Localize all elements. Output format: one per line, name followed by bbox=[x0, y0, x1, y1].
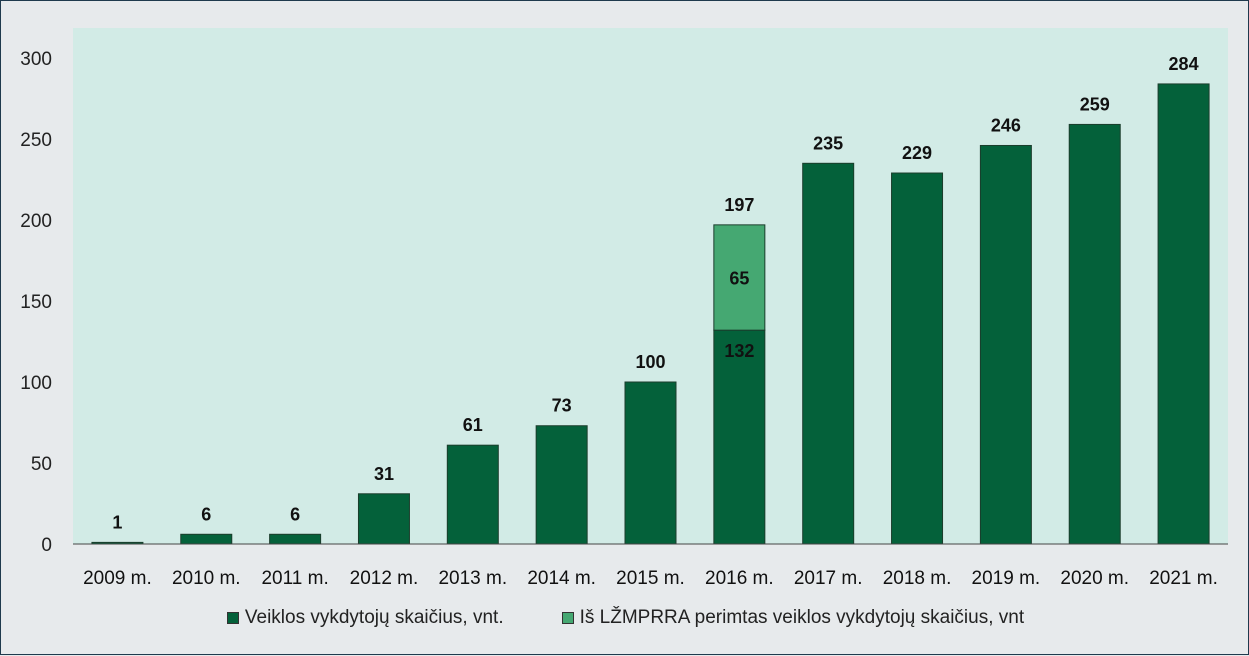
x-tick-label: 2016 m. bbox=[705, 568, 774, 589]
bar-veiklos bbox=[891, 172, 944, 545]
x-tick-label: 2012 m. bbox=[350, 568, 419, 589]
bar-veiklos bbox=[446, 444, 499, 545]
x-axis: 2009 m. 2010 m. 2011 m. 2012 m. 2013 m. 2014 … bbox=[83, 568, 1218, 589]
data-label-veiklos: 132 bbox=[724, 341, 754, 361]
x-tick-label: 2019 m. bbox=[972, 568, 1041, 589]
data-label-total: 31 bbox=[374, 464, 394, 484]
legend-label-veiklos: Veiklos vykdytojų skaičius, vnt. bbox=[244, 607, 504, 628]
x-tick-label: 2013 m. bbox=[438, 568, 507, 589]
legend-swatch-perimtas bbox=[561, 612, 574, 624]
data-label-total: 284 bbox=[1169, 54, 1199, 74]
x-tick-label: 2011 m. bbox=[261, 568, 328, 589]
legend-label-perimtas: Iš LŽMPRRA perimtas veiklos vykdytojų sk… bbox=[579, 607, 1025, 628]
bar-veiklos bbox=[1068, 123, 1121, 545]
y-axis: 0 50 100 150 200 250 300 bbox=[20, 49, 52, 556]
bar-veiklos bbox=[180, 533, 233, 545]
bar-veiklos bbox=[357, 493, 410, 545]
data-labels: 1 6 6 31 61 73 100 132 65 197 235 229 246 259 284 bbox=[112, 54, 1198, 532]
bars bbox=[91, 83, 1210, 545]
data-label-perimtas: 65 bbox=[729, 269, 749, 289]
data-label-total: 1 bbox=[112, 512, 122, 532]
bar-veiklos bbox=[624, 381, 677, 545]
data-label-total: 61 bbox=[463, 415, 483, 435]
data-label-total: 6 bbox=[290, 504, 300, 524]
data-label-total: 6 bbox=[201, 504, 211, 524]
legend-item-perimtas: Iš LŽMPRRA perimtas veiklos vykdytojų sk… bbox=[561, 607, 1025, 629]
y-tick-label: 150 bbox=[20, 292, 52, 313]
y-tick-label: 300 bbox=[20, 49, 52, 70]
x-tick-label: 2021 m. bbox=[1149, 568, 1218, 589]
bar-perimtas bbox=[713, 224, 766, 331]
x-tick-label: 2010 m. bbox=[172, 568, 241, 589]
y-tick-label: 250 bbox=[20, 130, 52, 151]
data-label-total: 235 bbox=[813, 133, 843, 153]
bar-veiklos bbox=[269, 533, 322, 545]
legend-swatch-veiklos bbox=[226, 612, 239, 624]
x-tick-label: 2020 m. bbox=[1060, 568, 1129, 589]
legend: Veiklos vykdytojų skaičius, vnt. Iš LŽMP… bbox=[1, 607, 1249, 629]
bar-veiklos bbox=[1157, 83, 1210, 545]
x-tick-label: 2018 m. bbox=[883, 568, 952, 589]
data-label-total: 73 bbox=[552, 396, 572, 416]
bar-veiklos bbox=[713, 329, 766, 545]
y-tick-label: 50 bbox=[31, 454, 52, 475]
x-tick-label: 2015 m. bbox=[616, 568, 685, 589]
y-tick-label: 0 bbox=[41, 535, 52, 556]
bar-veiklos bbox=[802, 162, 855, 545]
x-tick-label: 2014 m. bbox=[527, 568, 596, 589]
legend-item-veiklos: Veiklos vykdytojų skaičius, vnt. bbox=[226, 607, 504, 629]
data-label-total: 246 bbox=[991, 115, 1021, 135]
data-label-total: 259 bbox=[1080, 94, 1110, 114]
y-tick-label: 200 bbox=[20, 211, 52, 232]
bar-veiklos bbox=[535, 425, 588, 545]
bar-veiklos bbox=[979, 144, 1032, 545]
y-tick-label: 100 bbox=[20, 373, 52, 394]
x-tick-label: 2009 m. bbox=[83, 568, 152, 589]
data-label-total: 197 bbox=[724, 195, 754, 215]
data-label-total: 100 bbox=[635, 352, 665, 372]
data-label-total: 229 bbox=[902, 143, 932, 163]
x-tick-label: 2017 m. bbox=[794, 568, 863, 589]
